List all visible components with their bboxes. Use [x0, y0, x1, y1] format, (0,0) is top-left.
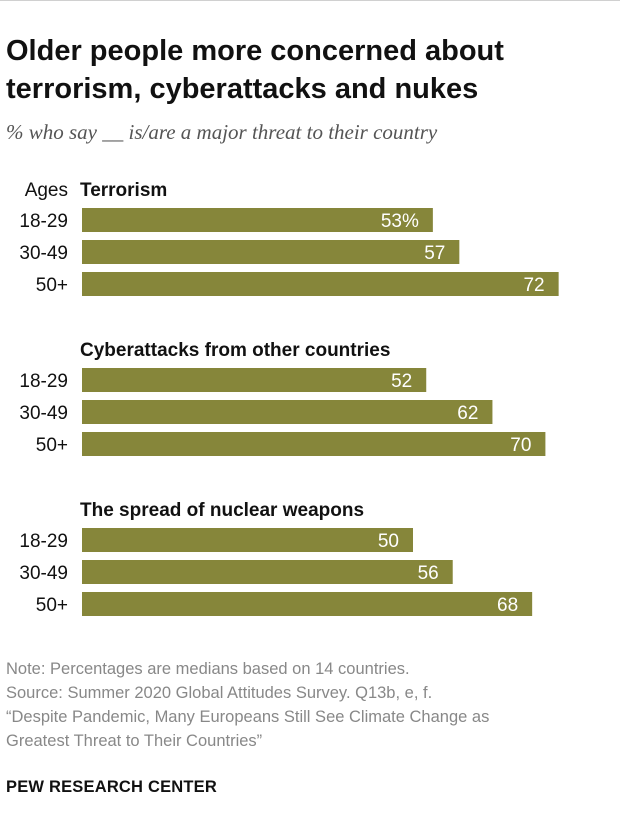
report-title-line-1: “Despite Pandemic, Many Europeans Still … [6, 708, 490, 726]
chart-subtitle: % who say __ is/are a major threat to th… [6, 120, 438, 144]
category-label: 30-49 [19, 403, 68, 424]
data-label: 68 [497, 595, 518, 616]
bar-group1-30-49 [82, 240, 460, 264]
report-title-line-2: Greatest Threat to Their Countries” [6, 732, 263, 750]
bar-group2-18-29 [82, 368, 427, 392]
bar-group2-50+ [82, 432, 546, 456]
category-label: 18-29 [19, 211, 68, 232]
data-label: 57 [424, 243, 445, 264]
bar-group3-50+ [82, 592, 533, 616]
data-label: 52 [391, 371, 412, 392]
bar-group1-18-29 [82, 208, 433, 232]
bar-group1-50+ [82, 272, 559, 296]
category-label: 18-29 [19, 371, 68, 392]
bar-group3-18-29 [82, 528, 413, 552]
category-label: 30-49 [19, 243, 68, 264]
category-label: 18-29 [19, 531, 68, 552]
data-label: 70 [510, 435, 531, 456]
category-label: 50+ [36, 435, 68, 456]
title-line-2: terrorism, cyberattacks and nukes [6, 73, 479, 105]
data-label: 56 [418, 563, 439, 584]
data-label: 62 [457, 403, 478, 424]
notes: Note: Percentages are medians based on 1… [6, 657, 606, 753]
bar-group3-30-49 [82, 560, 453, 584]
category-label: 50+ [36, 595, 68, 616]
category-label: 50+ [36, 275, 68, 296]
bar-group2-30-49 [82, 400, 493, 424]
ages-header: Ages [25, 180, 68, 201]
group-header-2: Cyberattacks from other countries [80, 340, 390, 361]
group-header-1: Terrorism [80, 180, 167, 201]
chart-title: Older people more concerned about terror… [6, 32, 606, 108]
data-label: 50 [378, 531, 399, 552]
data-label: 53% [381, 211, 419, 232]
pew-logo-text: PEW RESEARCH CENTER [6, 778, 217, 796]
title-line-1: Older people more concerned about [6, 35, 504, 67]
data-label: 72 [523, 275, 544, 296]
bar-chart: Ages Terrorism 18-29 53% 30-49 57 50+ 72 Cyberat… [19, 180, 559, 616]
source-text: Source: Summer 2020 Global Attitudes Sur… [6, 684, 433, 702]
group-header-3: The spread of nuclear weapons [80, 500, 364, 521]
category-label: 30-49 [19, 563, 68, 584]
top-rule [0, 0, 620, 5]
note-text: Note: Percentages are medians based on 1… [6, 660, 410, 678]
